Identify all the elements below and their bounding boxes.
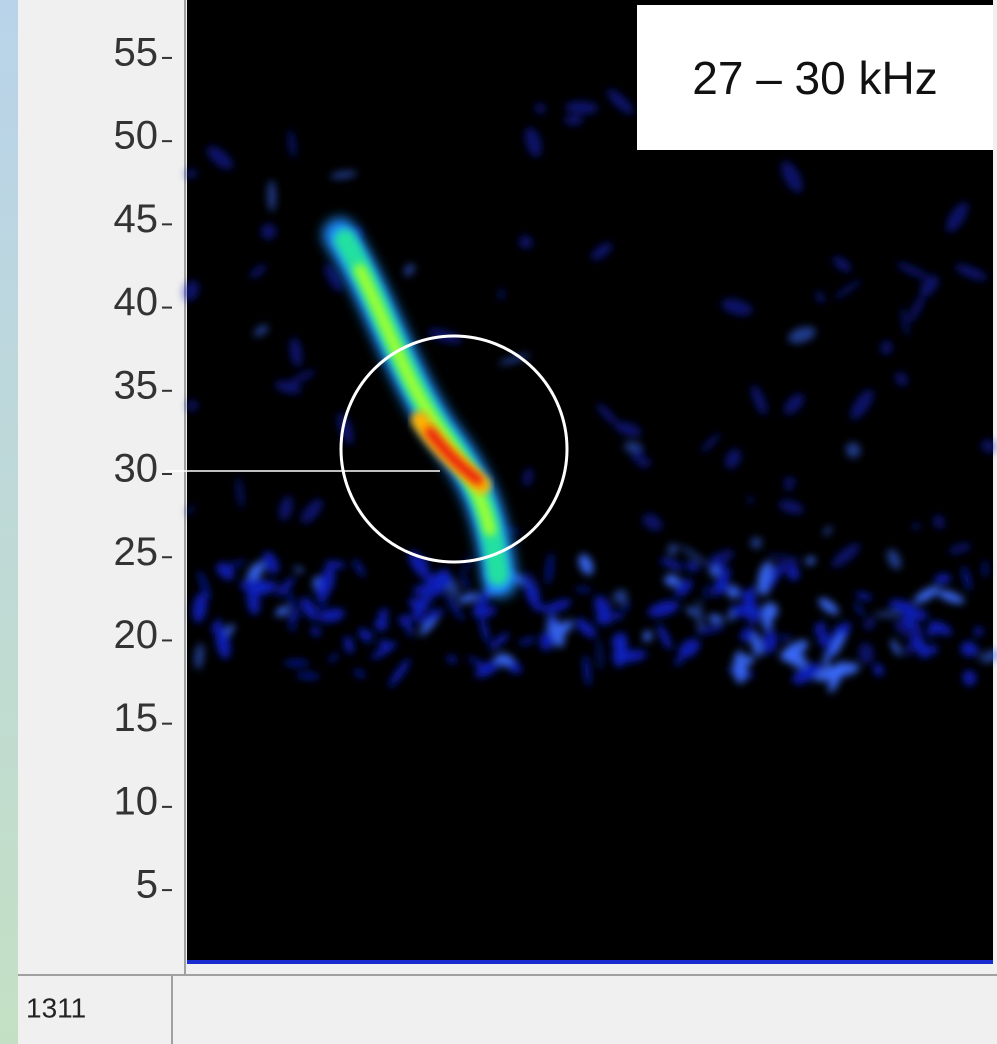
y-tick-label: 30 [114,447,159,491]
y-tick-label: 25 [114,530,159,574]
y-tick-label: 45 [114,197,159,241]
status-text: 1311 [26,992,86,1023]
y-tick-label: 5 [136,863,158,907]
y-tick-label: 15 [114,696,159,740]
y-tick-label: 55 [114,30,159,74]
y-tick-label: 10 [114,779,159,823]
page: 27 – 30 kHz 1311 510152025303540455055 (… [0,0,997,1044]
y-tick-label: 50 [114,114,159,158]
y-tick-label: 20 [114,613,159,657]
status-bar [18,975,997,1044]
y-tick-label: 35 [114,363,159,407]
y-tick-label: 40 [114,280,159,324]
chart: 27 – 30 kHz 1311 5 10 15 20 25 30 35 40 45 50 55 [0,0,997,1044]
annotation: 27 – 30 kHz [692,52,937,104]
